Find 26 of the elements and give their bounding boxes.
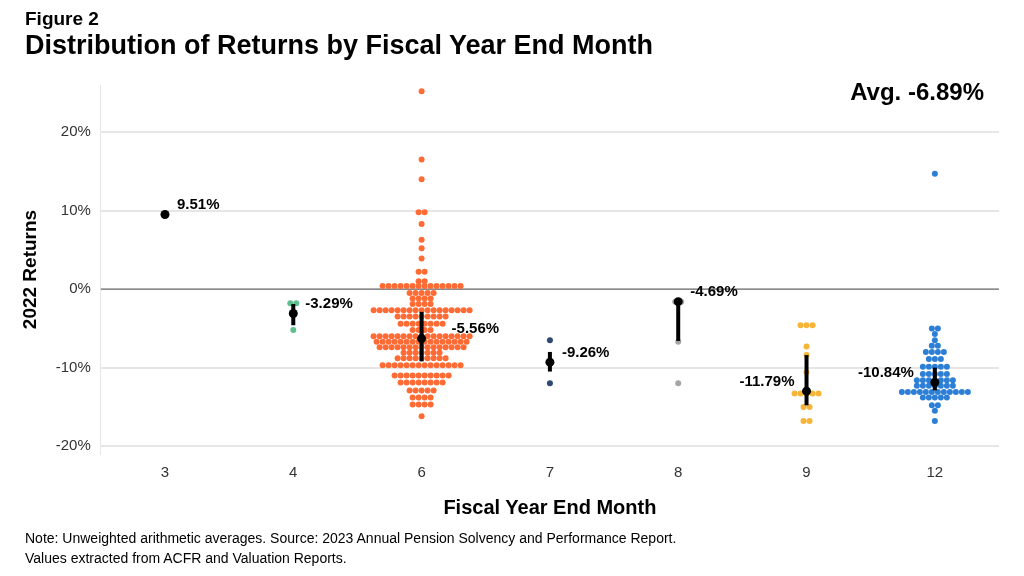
x-tick-label: 7 [545,463,555,481]
y-tick-label: 0% [69,279,91,297]
y-tick-label: -20% [55,436,91,454]
x-axis-title: Fiscal Year End Month [443,495,657,518]
annotation: -10.84% [857,363,914,381]
annotation: -3.29% [305,294,353,312]
y-axis-title: 2022 Returns [18,209,40,330]
x-tick-label: 9 [802,463,811,481]
annotation: 9.51% [176,195,220,213]
y-tick-label: 10% [60,200,91,218]
text: Note: Unweighted arithmetic averages. Source: 2023 Annual Pension Solvency and Performance Report. [25,529,677,548]
text: Values extracted from ACFR and Valuation Reports. [25,549,348,568]
x-tick-label: 6 [417,463,426,481]
annotation: -9.26% [561,342,610,360]
annotation: -4.69% [690,282,738,300]
x-tick-label: 12 [926,463,944,481]
x-tick-label: 8 [674,463,683,481]
annotation: -5.56% [451,319,500,337]
annotation: -11.79% [739,371,795,389]
annotation: Avg. -6.89% [850,77,984,105]
y-tick-label: -10% [55,357,91,375]
chart-subtitle: Figure 2 [25,8,99,30]
y-tick-label: 20% [60,122,91,140]
chart-title: Distribution of Returns by Fiscal Year End Month [25,30,654,61]
x-tick-label: 3 [160,463,170,481]
x-tick-label: 4 [289,463,298,481]
